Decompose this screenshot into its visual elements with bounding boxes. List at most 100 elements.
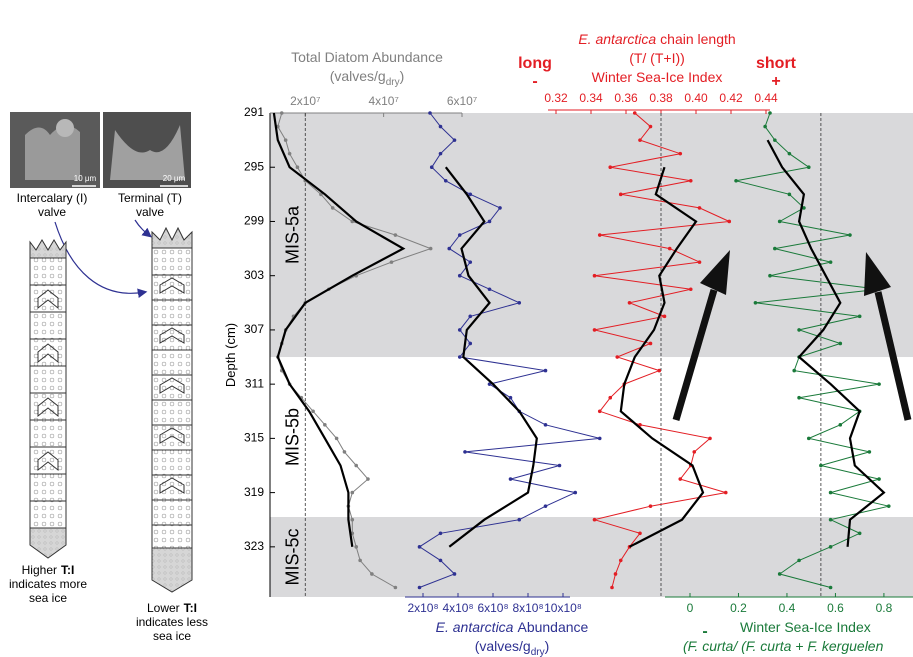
annotation: - [532, 73, 537, 90]
title-part: dry [386, 77, 400, 88]
x-tick-label: 2x10⁸ [407, 601, 438, 615]
data-point [848, 233, 852, 237]
data-point [598, 233, 602, 237]
data-point [350, 491, 354, 495]
data-point [439, 152, 443, 156]
y-axis-label: Depth (cm) [223, 323, 238, 387]
x-tick-label: 2x10⁷ [290, 94, 320, 108]
data-point [649, 125, 653, 129]
label: valve [136, 205, 164, 219]
data-point [807, 165, 811, 169]
title-part: chain length [660, 31, 736, 47]
data-point [638, 138, 642, 142]
x-tick-label: 0.36 [614, 91, 638, 105]
data-point [829, 491, 833, 495]
data-point [573, 491, 577, 495]
data-point [439, 559, 443, 563]
y-tick-label: 295 [244, 159, 264, 173]
data-point [668, 247, 672, 251]
title-part: (T/ (T+I)) [629, 50, 685, 66]
data-point [868, 450, 872, 454]
data-point [778, 572, 782, 576]
data-point [447, 247, 451, 251]
data-point [657, 369, 661, 373]
data-point [288, 152, 292, 156]
y-tick-label: 319 [244, 485, 264, 499]
data-point [458, 328, 462, 332]
caption: indicates more [9, 577, 87, 591]
data-point [488, 287, 492, 291]
data-point [544, 369, 548, 373]
x-tick-label: 4x10⁷ [368, 94, 398, 108]
data-point [619, 559, 623, 563]
data-point [797, 559, 801, 563]
data-point [838, 342, 842, 346]
data-point [439, 125, 443, 129]
data-point [724, 491, 728, 495]
data-point [778, 220, 782, 224]
caption: sea ice [29, 591, 67, 605]
y-tick-label: 315 [244, 431, 264, 445]
data-point [311, 409, 315, 413]
data-point [792, 369, 796, 373]
chain [152, 248, 192, 548]
data-point [877, 477, 881, 481]
caption: sea ice [153, 629, 191, 643]
title-part: Winter Sea-Ice Index [740, 619, 871, 635]
data-point [343, 450, 347, 454]
data-point [439, 531, 443, 535]
data-point [614, 572, 618, 576]
caption-word: Lower [147, 601, 180, 615]
x-tick-label: 4x10⁸ [442, 601, 473, 615]
data-point [598, 437, 602, 441]
axis-title: Winter Sea-Ice Index [740, 619, 871, 635]
data-point [517, 301, 521, 305]
data-point [829, 586, 833, 590]
data-point [429, 247, 433, 251]
data-point [458, 355, 462, 359]
data-point [615, 355, 619, 359]
data-point [829, 545, 833, 549]
data-point [509, 396, 513, 400]
x-tick-label: 0.32 [544, 91, 568, 105]
data-point [296, 165, 300, 169]
data-point [754, 301, 758, 305]
annotation: - [702, 623, 707, 640]
axis-title: (F. curta/ (F. curta + F. kerguelen [683, 638, 884, 654]
data-point [280, 111, 284, 115]
data-point [354, 545, 358, 549]
data-point [453, 572, 457, 576]
x-tick-label: 0 [687, 601, 694, 615]
data-point [444, 179, 448, 183]
x-tick-label: 8x10⁸ [512, 601, 543, 615]
data-point [692, 450, 696, 454]
data-point [838, 423, 842, 427]
data-point [858, 315, 862, 319]
data-point [544, 423, 548, 427]
data-point [488, 220, 492, 224]
annotation: long [518, 55, 552, 72]
data-point [598, 409, 602, 413]
data-point [517, 518, 521, 522]
data-point [468, 342, 472, 346]
data-point [708, 437, 712, 441]
y-tick-label: 311 [245, 376, 264, 390]
label: Terminal (T) [118, 191, 182, 205]
data-point [366, 477, 370, 481]
data-point [418, 586, 422, 590]
title-part: (valves/g [330, 68, 386, 84]
data-point [788, 152, 792, 156]
data-point [649, 504, 653, 508]
title-part: dry [531, 647, 545, 657]
data-point [468, 260, 472, 264]
data-point [430, 165, 434, 169]
axis-title: Winter Sea-Ice Index [592, 69, 723, 85]
title-part: Winter Sea-Ice Index [592, 69, 723, 85]
data-point [593, 518, 597, 522]
x-tick-label: 0.8 [876, 601, 893, 615]
data-point [678, 477, 682, 481]
data-point [689, 287, 693, 291]
data-point [858, 531, 862, 535]
